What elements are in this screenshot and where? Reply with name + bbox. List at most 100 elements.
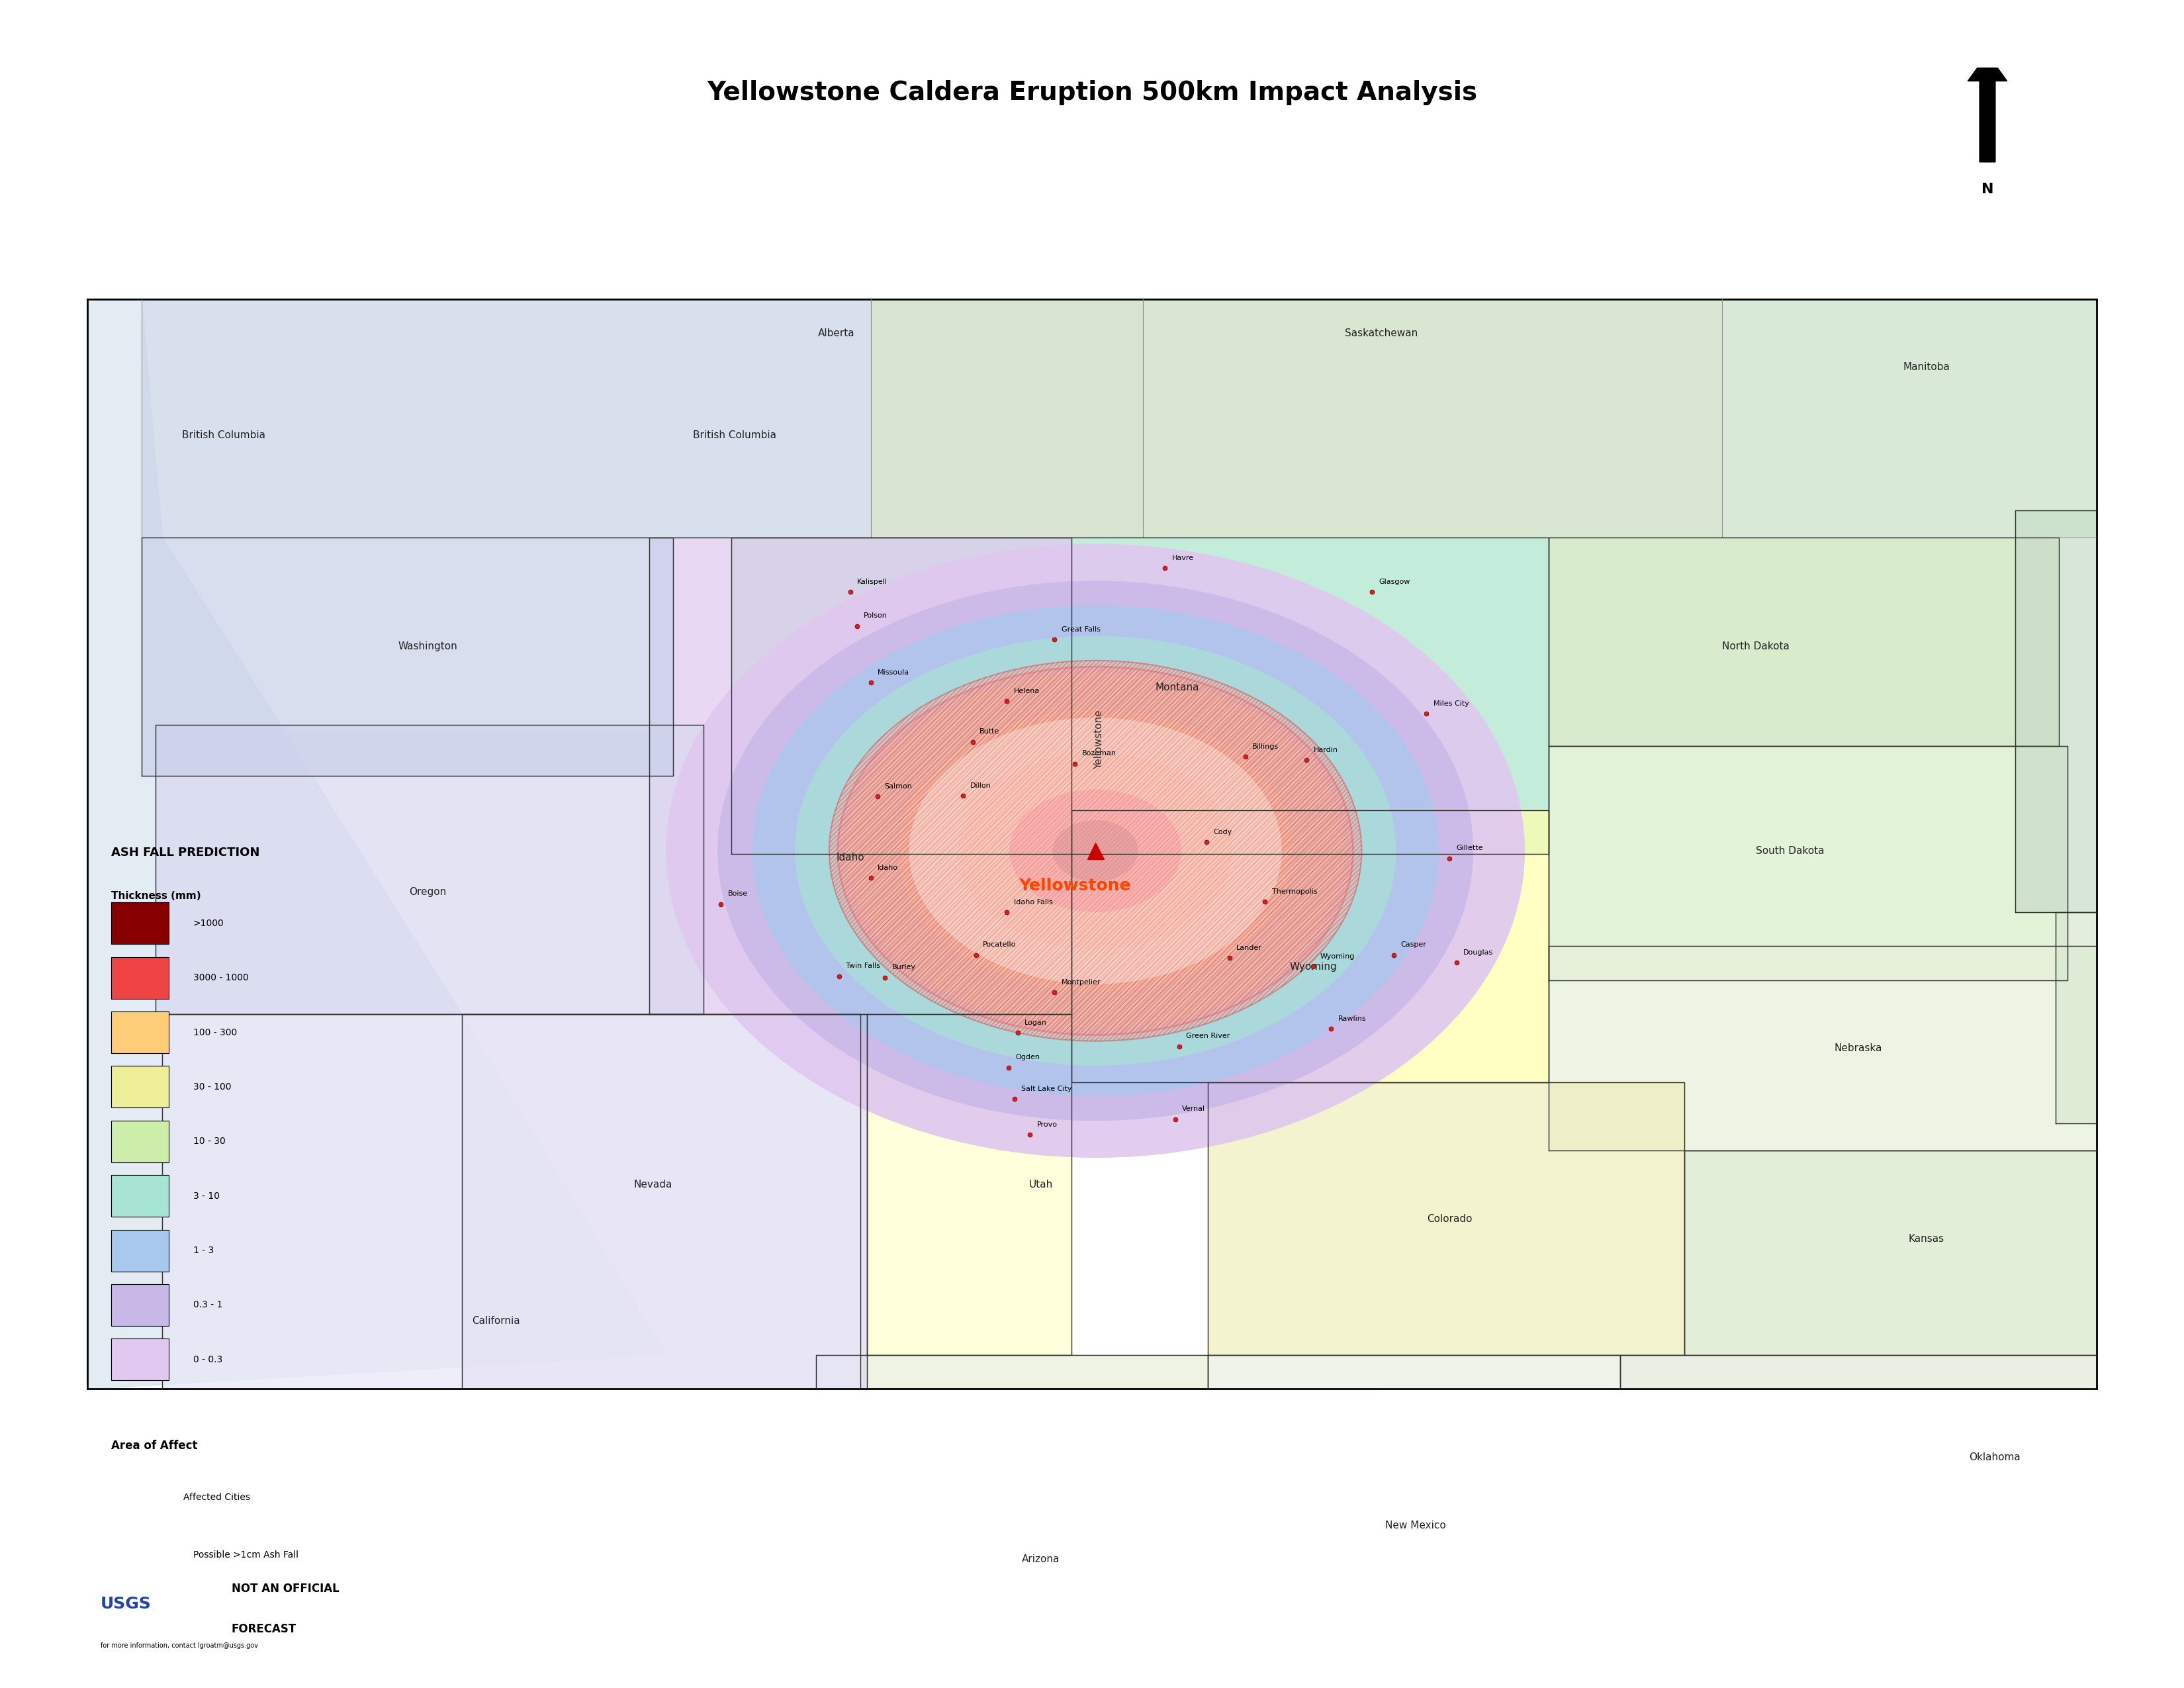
Text: ASH FALL PREDICTION: ASH FALL PREDICTION <box>111 846 260 858</box>
Polygon shape <box>2055 912 2184 1123</box>
Text: Idaho Falls: Idaho Falls <box>1013 898 1053 905</box>
Text: 0 - 0.3: 0 - 0.3 <box>192 1355 223 1364</box>
Polygon shape <box>87 299 666 1389</box>
Ellipse shape <box>1053 820 1138 881</box>
Text: Salt Lake City: Salt Lake City <box>1022 1085 1072 1092</box>
Text: 100 - 300: 100 - 300 <box>192 1028 236 1036</box>
Text: FORECAST: FORECAST <box>232 1622 297 1636</box>
Ellipse shape <box>795 636 1396 1065</box>
Ellipse shape <box>847 674 1345 1028</box>
Ellipse shape <box>666 544 1524 1158</box>
Polygon shape <box>1621 1355 2184 1389</box>
Polygon shape <box>649 537 1072 1014</box>
Text: Cody: Cody <box>1214 829 1232 836</box>
Text: Lander: Lander <box>1236 944 1262 950</box>
Text: Polson: Polson <box>865 613 887 619</box>
Bar <box>111 1175 168 1217</box>
Text: Great Falls: Great Falls <box>1061 626 1101 633</box>
Text: USGS: USGS <box>100 1595 151 1612</box>
Polygon shape <box>1374 1389 2184 1688</box>
Bar <box>111 1121 168 1163</box>
Ellipse shape <box>751 606 1439 1096</box>
Text: N: N <box>1981 182 1994 196</box>
Text: Colorado: Colorado <box>1426 1214 1472 1224</box>
Bar <box>111 957 168 999</box>
Text: Helena: Helena <box>1013 687 1040 694</box>
Text: South Dakota: South Dakota <box>1756 846 1824 856</box>
Text: Hardin: Hardin <box>1313 746 1339 753</box>
Bar <box>111 1229 168 1271</box>
Ellipse shape <box>751 606 1439 1096</box>
Text: 30 - 100: 30 - 100 <box>192 1082 232 1092</box>
Text: Kalispell: Kalispell <box>856 579 887 586</box>
Text: California: California <box>472 1317 520 1325</box>
Text: Logan: Logan <box>1024 1020 1046 1026</box>
Ellipse shape <box>1009 790 1182 912</box>
Bar <box>111 1339 168 1381</box>
Polygon shape <box>463 1014 867 1491</box>
Polygon shape <box>162 1014 860 1661</box>
Text: Manitoba: Manitoba <box>1902 363 1950 371</box>
Text: Gillette: Gillette <box>1457 846 1483 851</box>
Text: Douglas: Douglas <box>1463 949 1494 955</box>
Text: Yellowstone: Yellowstone <box>1094 709 1103 770</box>
Text: Thickness (mm): Thickness (mm) <box>111 891 201 901</box>
Text: Yellowstone Caldera Eruption 500km Impact Analysis: Yellowstone Caldera Eruption 500km Impac… <box>708 81 1476 105</box>
Text: >1000: >1000 <box>192 918 225 928</box>
Text: Saskatchewan: Saskatchewan <box>1345 327 1417 338</box>
Polygon shape <box>155 724 703 1014</box>
Text: Billings: Billings <box>1251 743 1278 749</box>
Text: Ogden: Ogden <box>1016 1053 1040 1060</box>
Text: Arizona: Arizona <box>1022 1555 1059 1565</box>
Text: Yellowstone: Yellowstone <box>1020 878 1131 895</box>
Text: Provo: Provo <box>1037 1121 1057 1128</box>
Text: 3 - 10: 3 - 10 <box>192 1192 221 1200</box>
Ellipse shape <box>1009 790 1182 912</box>
Text: Casper: Casper <box>1400 942 1426 949</box>
Text: Montpelier: Montpelier <box>1061 979 1101 986</box>
Text: Butte: Butte <box>981 729 1000 734</box>
Ellipse shape <box>959 753 1232 949</box>
Text: Pocatello: Pocatello <box>983 942 1016 949</box>
FancyArrow shape <box>1968 54 2007 162</box>
Polygon shape <box>1721 231 2097 537</box>
Text: 10 - 30: 10 - 30 <box>192 1136 225 1146</box>
Text: Salmon: Salmon <box>885 783 913 790</box>
Text: Glasgow: Glasgow <box>1378 579 1411 586</box>
Ellipse shape <box>839 667 1354 1035</box>
Text: Havre: Havre <box>1171 555 1195 562</box>
Text: 3000 - 1000: 3000 - 1000 <box>192 974 249 982</box>
Ellipse shape <box>1053 820 1138 881</box>
Text: Rawlins: Rawlins <box>1339 1014 1365 1021</box>
Ellipse shape <box>909 717 1282 984</box>
Text: Montana: Montana <box>1155 682 1199 692</box>
Text: Oklahoma: Oklahoma <box>1968 1452 2020 1462</box>
Bar <box>111 903 168 944</box>
Ellipse shape <box>847 674 1345 1028</box>
Text: Dillon: Dillon <box>970 782 992 788</box>
Bar <box>111 1067 168 1107</box>
Text: Missoula: Missoula <box>878 668 909 675</box>
Text: British Columbia: British Columbia <box>692 430 775 441</box>
Polygon shape <box>142 537 673 776</box>
Polygon shape <box>1208 1082 1684 1355</box>
Text: Boise: Boise <box>727 891 747 896</box>
Text: Utah: Utah <box>1029 1180 1053 1190</box>
Text: Alberta: Alberta <box>819 327 854 338</box>
Text: North Dakota: North Dakota <box>1723 641 1791 652</box>
Ellipse shape <box>719 581 1474 1121</box>
Polygon shape <box>1684 1151 2184 1355</box>
Polygon shape <box>817 1355 1208 1688</box>
Text: Wyoming: Wyoming <box>1319 954 1354 960</box>
Text: Oregon: Oregon <box>408 886 446 896</box>
Ellipse shape <box>830 660 1361 1041</box>
Ellipse shape <box>959 753 1232 949</box>
Ellipse shape <box>898 709 1293 993</box>
Text: NOT AN OFFICIAL: NOT AN OFFICIAL <box>232 1582 339 1595</box>
Bar <box>107 1536 175 1575</box>
Polygon shape <box>1548 537 2060 746</box>
Polygon shape <box>871 231 1142 537</box>
Text: Idaho: Idaho <box>836 852 865 863</box>
Text: Nebraska: Nebraska <box>1835 1043 1883 1053</box>
Ellipse shape <box>898 709 1293 993</box>
